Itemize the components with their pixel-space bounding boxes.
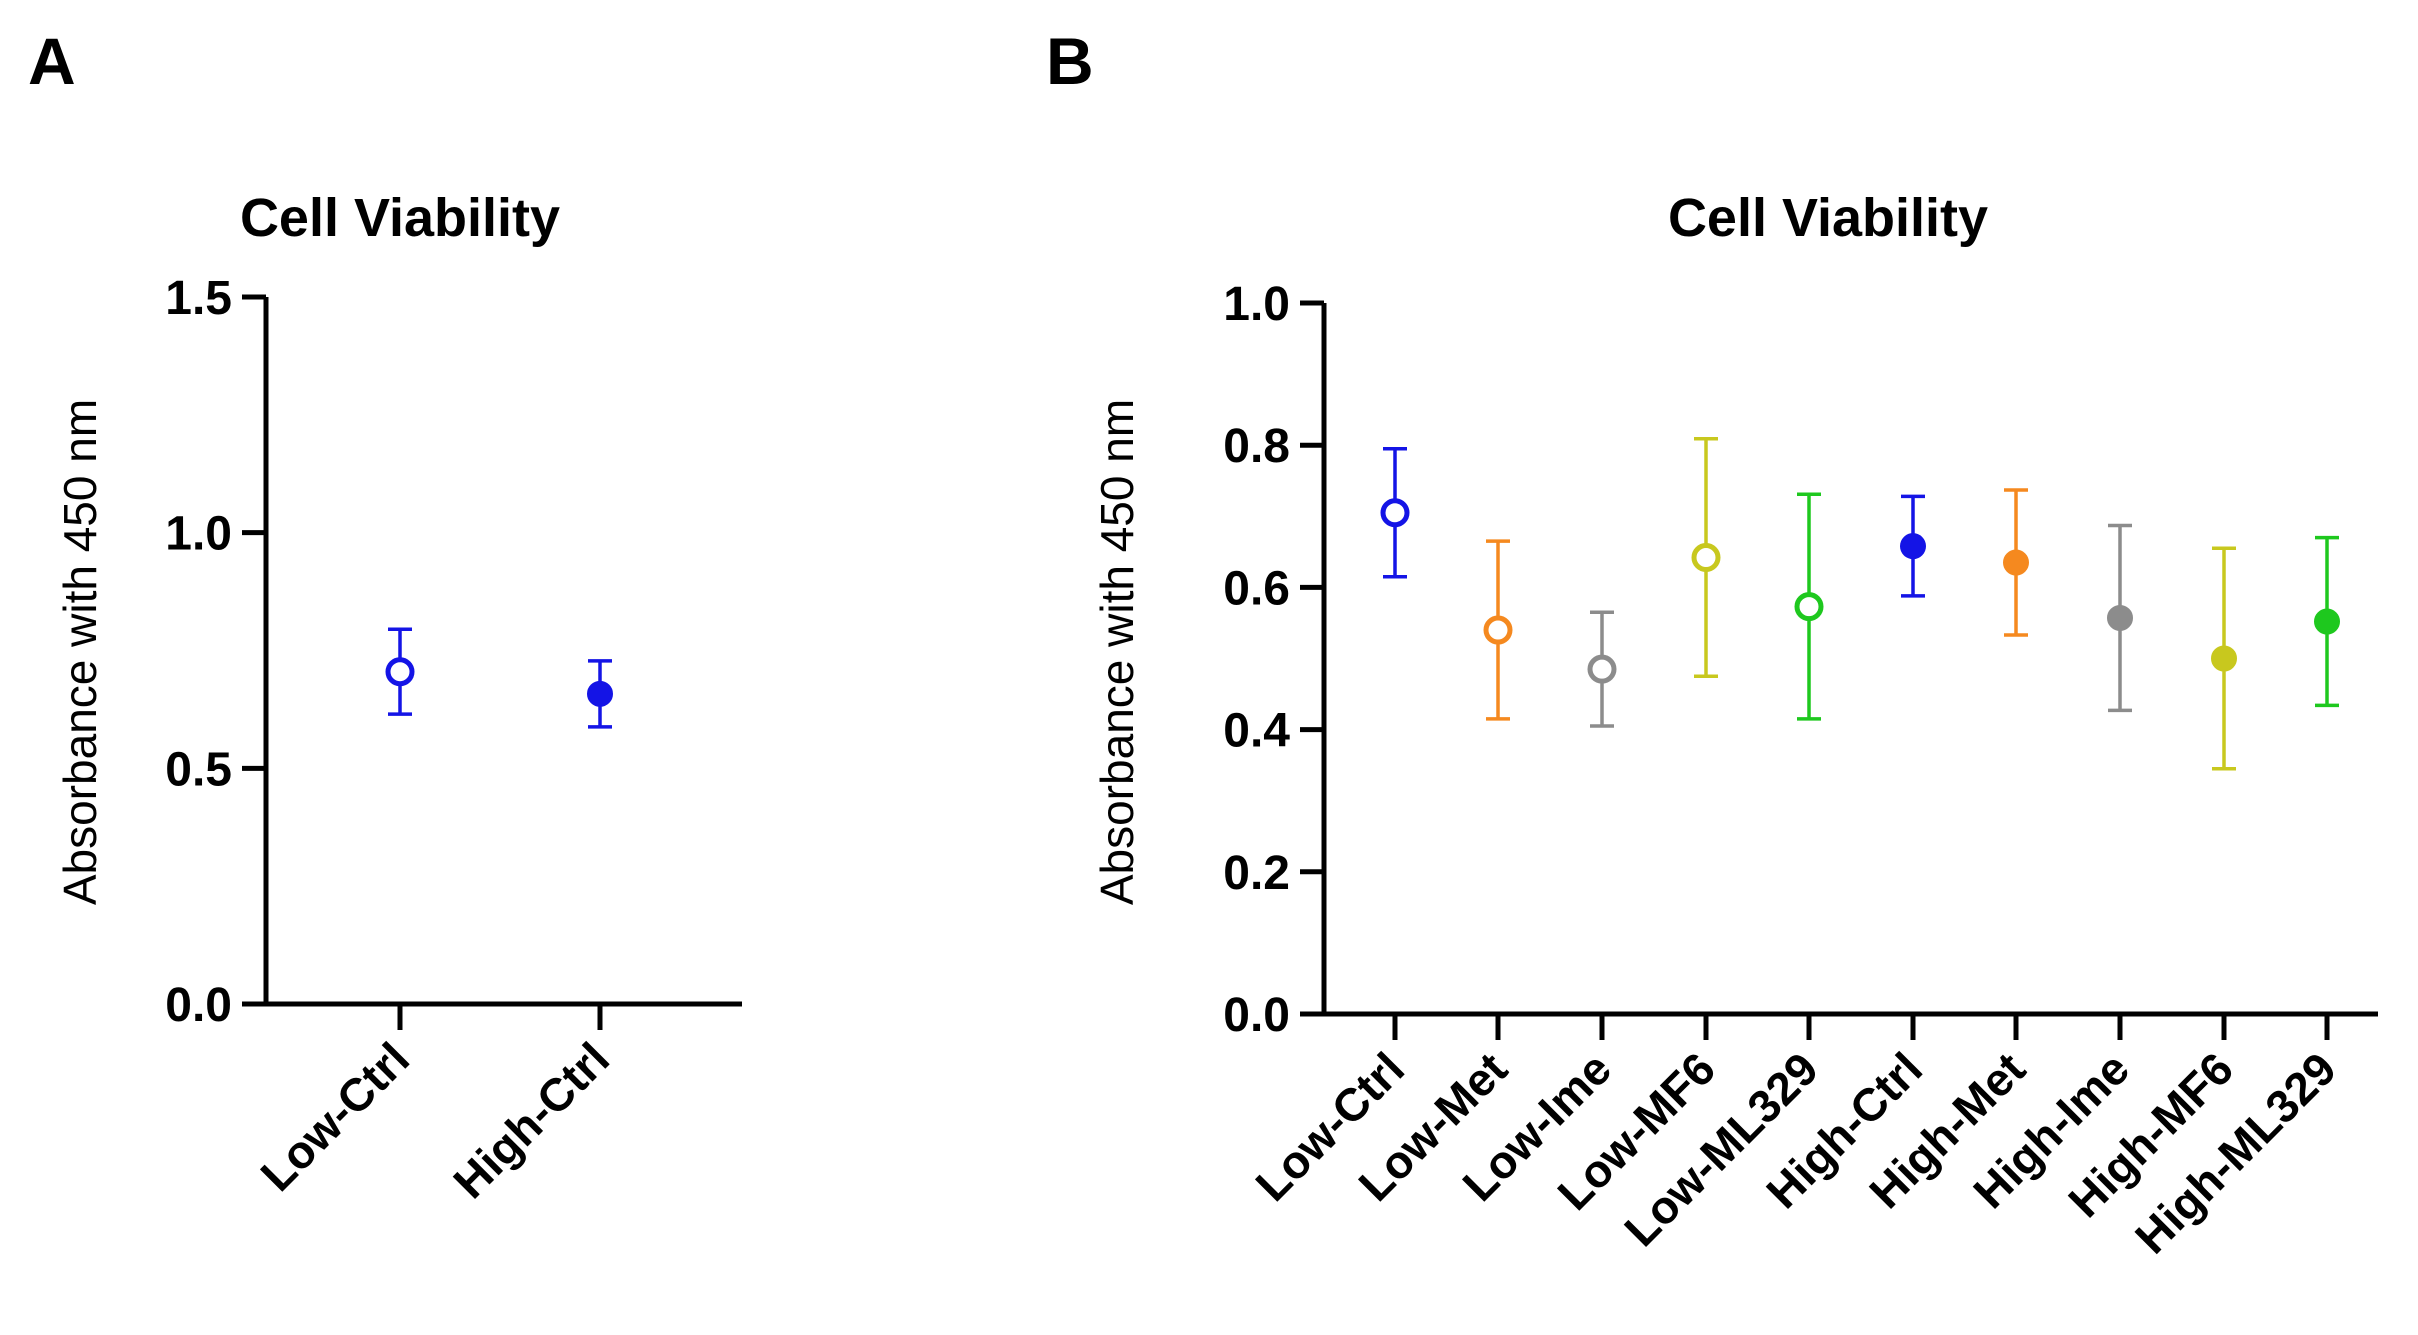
x-tick-label: Low-Ctrl — [250, 1032, 419, 1201]
y-tick-label: 0.6 — [1223, 562, 1290, 615]
data-point — [587, 680, 613, 707]
y-tick-label: 0.4 — [1223, 705, 1290, 758]
panel-b-x-ticks: Low-CtrlLow-MetLow-ImeLow-MF6Low-ML329Hi… — [1245, 1014, 2346, 1263]
y-tick-label: 1.5 — [165, 272, 232, 325]
panel-a-marks — [385, 627, 613, 729]
data-point-group — [2003, 488, 2029, 637]
data-point — [1587, 654, 1617, 684]
data-point — [1900, 533, 1926, 560]
data-point-group — [2107, 523, 2133, 713]
data-point-group — [1587, 610, 1617, 728]
data-point — [1691, 543, 1721, 573]
data-point — [2003, 549, 2029, 576]
panel-a-y-ticks: 0.0 0.5 1.0 1.5 — [165, 272, 266, 1032]
panel-b-label: B — [1046, 24, 1094, 98]
data-point — [1483, 615, 1513, 645]
y-tick-label: 0.0 — [165, 979, 232, 1032]
data-point-group — [1900, 494, 1926, 598]
panel-b-y-ticks: 0.0 0.2 0.4 0.6 0.8 1.0 — [1223, 278, 1324, 1042]
panel-b-title: Cell Viability — [1668, 188, 1988, 248]
panel-a-x-ticks: Low-Ctrl High-Ctrl — [250, 1004, 619, 1208]
x-tick-label: High-Ctrl — [443, 1032, 619, 1208]
data-point — [385, 657, 415, 687]
panel-a-axes — [263, 297, 742, 1007]
data-point-group — [1483, 539, 1513, 721]
data-point-group — [1794, 492, 1824, 721]
panel-b-axes — [1321, 303, 2378, 1017]
y-tick-label: 0.8 — [1223, 420, 1290, 473]
panel-b-marks — [1380, 437, 2340, 771]
data-point — [1380, 498, 1410, 528]
data-point — [2211, 645, 2237, 672]
panel-a-title: Cell Viability — [240, 188, 560, 248]
data-point-group — [385, 627, 415, 716]
y-tick-label: 1.0 — [165, 508, 232, 561]
panel-b-ylabel: Absorbance with 450 nm — [1091, 399, 1143, 905]
y-tick-label: 0.5 — [165, 743, 232, 796]
panel-b: B Cell Viability Absorbance with 450 nm … — [1046, 24, 2378, 1263]
panel-a: A Cell Viability Absorbance with 450 nm … — [28, 24, 742, 1208]
y-tick-label: 0.0 — [1223, 989, 1290, 1042]
data-point-group — [587, 659, 613, 729]
data-point — [1794, 592, 1824, 622]
panel-a-label: A — [28, 24, 76, 98]
y-tick-label: 0.2 — [1223, 847, 1290, 900]
data-point-group — [2211, 546, 2237, 771]
data-point — [2314, 608, 2340, 635]
data-point-group — [2314, 535, 2340, 708]
y-tick-label: 1.0 — [1223, 278, 1290, 331]
data-point — [2107, 604, 2133, 631]
data-point-group — [1691, 437, 1721, 679]
data-point-group — [1380, 447, 1410, 579]
panel-a-ylabel: Absorbance with 450 nm — [54, 399, 106, 905]
